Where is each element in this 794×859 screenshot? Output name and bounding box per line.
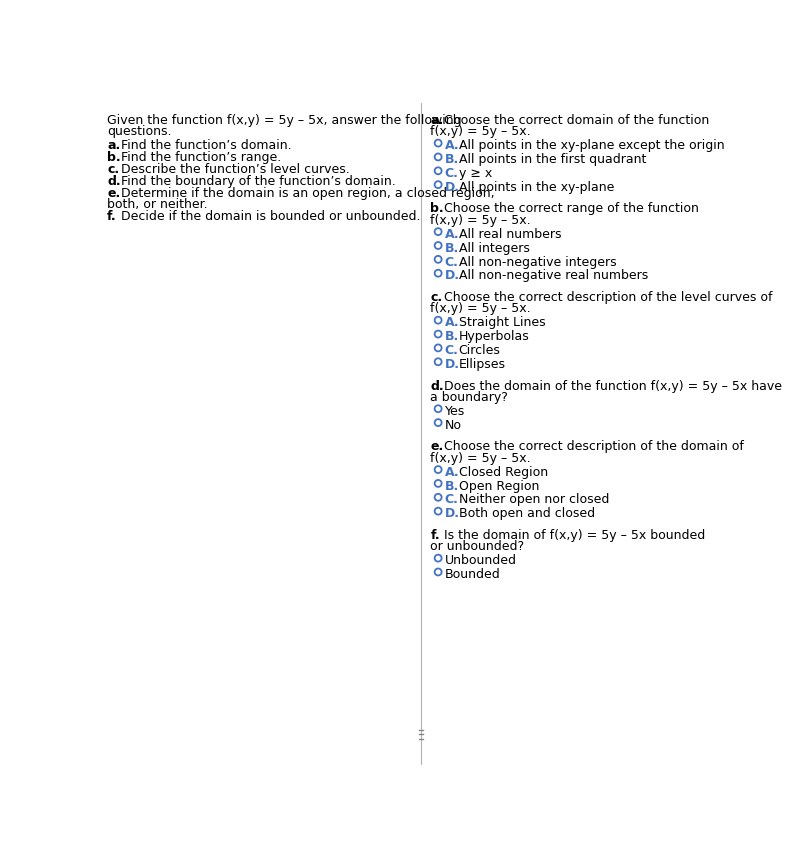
Text: B.: B.: [445, 479, 459, 492]
Text: C.: C.: [445, 493, 459, 507]
Text: Bounded: Bounded: [445, 568, 500, 582]
Text: Choose the correct range of the function: Choose the correct range of the function: [441, 203, 700, 216]
Text: Given the function f(x,y) = 5y – 5x, answer the following: Given the function f(x,y) = 5y – 5x, ans…: [107, 114, 461, 127]
Text: f(x,y) = 5y – 5x.: f(x,y) = 5y – 5x.: [430, 452, 531, 465]
Text: Choose the correct domain of the function: Choose the correct domain of the functio…: [441, 114, 710, 127]
Text: Does the domain of the function f(x,y) = 5y – 5x have: Does the domain of the function f(x,y) =…: [441, 380, 782, 393]
Text: Both open and closed: Both open and closed: [459, 508, 595, 521]
Text: B.: B.: [445, 153, 459, 166]
Text: a.: a.: [430, 114, 444, 127]
Text: A.: A.: [445, 466, 460, 478]
Text: D.: D.: [445, 358, 460, 371]
Text: B.: B.: [445, 241, 459, 254]
Text: B.: B.: [445, 330, 459, 344]
Text: b.: b.: [107, 151, 121, 164]
Text: No: No: [445, 419, 462, 432]
Text: Straight Lines: Straight Lines: [459, 316, 545, 329]
Text: c.: c.: [107, 163, 119, 176]
Text: Circles: Circles: [459, 344, 500, 357]
Text: Choose the correct description of the domain of: Choose the correct description of the do…: [441, 441, 744, 454]
Text: a.: a.: [107, 139, 120, 152]
Text: Hyperbolas: Hyperbolas: [459, 330, 530, 344]
Text: d.: d.: [107, 175, 121, 188]
Text: Closed Region: Closed Region: [459, 466, 548, 478]
Text: All real numbers: All real numbers: [459, 228, 561, 241]
Text: All points in the first quadrant: All points in the first quadrant: [459, 153, 646, 166]
Text: f.: f.: [107, 210, 117, 223]
Text: e.: e.: [430, 441, 444, 454]
Text: D.: D.: [445, 270, 460, 283]
Text: Find the boundary of the function’s domain.: Find the boundary of the function’s doma…: [117, 175, 396, 188]
Text: Neither open nor closed: Neither open nor closed: [459, 493, 609, 507]
Text: All points in the xy-plane: All points in the xy-plane: [459, 181, 614, 194]
Text: e.: e.: [107, 187, 120, 200]
Text: Determine if the domain is an open region, a closed region,: Determine if the domain is an open regio…: [117, 187, 495, 200]
Text: f(x,y) = 5y – 5x.: f(x,y) = 5y – 5x.: [430, 302, 531, 315]
Text: f.: f.: [430, 529, 440, 542]
Text: Unbounded: Unbounded: [445, 554, 517, 567]
Text: A.: A.: [445, 228, 460, 241]
Text: or unbounded?: or unbounded?: [430, 540, 525, 553]
Text: D.: D.: [445, 181, 460, 194]
Text: Is the domain of f(x,y) = 5y – 5x bounded: Is the domain of f(x,y) = 5y – 5x bounde…: [441, 529, 706, 542]
Text: Decide if the domain is bounded or unbounded.: Decide if the domain is bounded or unbou…: [117, 210, 421, 223]
Text: All points in the xy-plane except the origin: All points in the xy-plane except the or…: [459, 139, 724, 152]
Text: Find the function’s domain.: Find the function’s domain.: [117, 139, 291, 152]
Text: D.: D.: [445, 508, 460, 521]
Text: All non-negative integers: All non-negative integers: [459, 255, 616, 269]
Text: Ellipses: Ellipses: [459, 358, 506, 371]
Text: questions.: questions.: [107, 125, 172, 138]
Text: C.: C.: [445, 344, 459, 357]
Text: c.: c.: [430, 291, 442, 304]
Text: A.: A.: [445, 316, 460, 329]
Text: All non-negative real numbers: All non-negative real numbers: [459, 270, 648, 283]
Text: Choose the correct description of the level curves of: Choose the correct description of the le…: [441, 291, 773, 304]
Text: b.: b.: [430, 203, 444, 216]
Text: a boundary?: a boundary?: [430, 391, 508, 404]
Text: C.: C.: [445, 255, 459, 269]
Text: Find the function’s range.: Find the function’s range.: [117, 151, 281, 164]
Text: Open Region: Open Region: [459, 479, 539, 492]
Text: d.: d.: [430, 380, 444, 393]
Text: Yes: Yes: [445, 405, 465, 418]
Text: f(x,y) = 5y – 5x.: f(x,y) = 5y – 5x.: [430, 125, 531, 138]
Text: y ≥ x: y ≥ x: [459, 167, 492, 180]
Text: A.: A.: [445, 139, 460, 152]
Text: All integers: All integers: [459, 241, 530, 254]
Text: C.: C.: [445, 167, 459, 180]
Text: Describe the function’s level curves.: Describe the function’s level curves.: [117, 163, 350, 176]
Text: f(x,y) = 5y – 5x.: f(x,y) = 5y – 5x.: [430, 214, 531, 227]
Text: both, or neither.: both, or neither.: [107, 198, 207, 211]
